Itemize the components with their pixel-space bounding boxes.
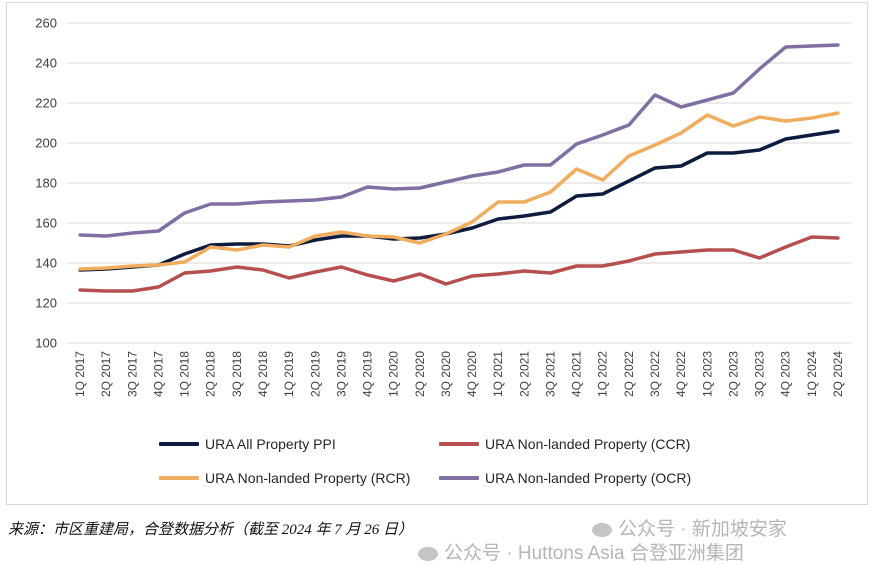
series-line-0 bbox=[78, 129, 840, 272]
x-tick-label: 3Q 2017 bbox=[125, 351, 139, 397]
x-tick-label: 4Q 2017 bbox=[151, 351, 165, 397]
x-tick-label: 1Q 2022 bbox=[596, 351, 610, 397]
series-line-2 bbox=[78, 111, 840, 271]
x-tick-label: 1Q 2018 bbox=[178, 351, 192, 397]
legend-label-all-ppi: URA All Property PPI bbox=[205, 436, 336, 452]
line-chart: 100 120 140 160 180 200 220 240 260 1Q 2017 2Q 201… bbox=[35, 16, 851, 397]
x-tick-label: 3Q 2022 bbox=[648, 351, 662, 397]
legend-item-ocr: URA Non-landed Property (OCR) bbox=[439, 470, 691, 486]
x-tick-label: 3Q 2018 bbox=[230, 351, 244, 397]
x-tick-label: 3Q 2019 bbox=[334, 351, 348, 397]
wechat-icon bbox=[418, 546, 438, 561]
x-tick-label: 4Q 2020 bbox=[465, 351, 479, 397]
legend-swatch-ccr bbox=[439, 442, 479, 446]
x-tick-label: 1Q 2021 bbox=[491, 351, 505, 397]
x-tick-label: 4Q 2023 bbox=[779, 351, 793, 397]
y-tick-label: 200 bbox=[35, 136, 57, 151]
x-tick-label: 2Q 2024 bbox=[831, 351, 845, 397]
legend-swatch-all-ppi bbox=[159, 442, 199, 446]
watermark-2: 公众号 · Huttons Asia 合登亚洲集团 bbox=[418, 538, 744, 565]
watermark-1-text: 公众号 · 新加坡安家 bbox=[618, 519, 787, 540]
legend-item-ccr: URA Non-landed Property (CCR) bbox=[439, 436, 690, 452]
series-line-1 bbox=[78, 235, 840, 293]
x-tick-label: 2Q 2022 bbox=[622, 351, 636, 397]
chart-frame: 100 120 140 160 180 200 220 240 260 1Q 2017 2Q 201… bbox=[6, 2, 868, 505]
x-tick-label: 2Q 2018 bbox=[204, 351, 218, 397]
x-tick-label: 1Q 2019 bbox=[282, 351, 296, 397]
legend-label-ccr: URA Non-landed Property (CCR) bbox=[485, 436, 691, 452]
legend-label-ocr: URA Non-landed Property (OCR) bbox=[485, 470, 692, 486]
legend-swatch-rcr bbox=[159, 476, 199, 480]
y-tick-label: 160 bbox=[35, 216, 57, 231]
x-tick-label: 4Q 2019 bbox=[361, 351, 375, 397]
x-tick-label: 4Q 2022 bbox=[674, 351, 688, 397]
x-tick-label: 3Q 2020 bbox=[439, 351, 453, 397]
watermark-1: 公众号 · 新加坡安家 bbox=[592, 514, 787, 541]
legend-item-rcr: URA Non-landed Property (RCR) bbox=[159, 470, 410, 486]
watermark-2-text: 公众号 · Huttons Asia 合登亚洲集团 bbox=[444, 543, 744, 564]
legend-swatch-ocr bbox=[439, 476, 479, 480]
x-tick-label: 2Q 2021 bbox=[517, 351, 531, 397]
x-tick-label: 1Q 2020 bbox=[387, 351, 401, 397]
x-tick-label: 2Q 2020 bbox=[413, 351, 427, 397]
legend-item-all-ppi: URA All Property PPI bbox=[159, 436, 336, 452]
series-line-3 bbox=[78, 43, 840, 238]
source-note: 来源：市区重建局，合登数据分析（截至 2024 年 7 月 26 日） bbox=[8, 522, 414, 538]
wechat-icon bbox=[592, 522, 612, 537]
x-tick-label: 1Q 2017 bbox=[73, 351, 87, 397]
legend-label-rcr: URA Non-landed Property (RCR) bbox=[205, 470, 411, 486]
y-tick-label: 240 bbox=[35, 56, 57, 71]
x-tick-label: 4Q 2021 bbox=[570, 351, 584, 397]
x-tick-label: 4Q 2018 bbox=[256, 351, 270, 397]
y-tick-label: 140 bbox=[35, 256, 57, 271]
x-tick-label: 1Q 2023 bbox=[700, 351, 714, 397]
y-tick-label: 120 bbox=[35, 296, 57, 311]
x-tick-label: 2Q 2023 bbox=[726, 351, 740, 397]
y-tick-label: 260 bbox=[35, 16, 57, 31]
x-tick-label: 1Q 2024 bbox=[805, 351, 819, 397]
y-tick-label: 180 bbox=[35, 176, 57, 191]
x-tick-label: 2Q 2019 bbox=[308, 351, 322, 397]
y-tick-label: 220 bbox=[35, 96, 57, 111]
x-tick-label: 3Q 2021 bbox=[543, 351, 557, 397]
x-tick-label: 2Q 2017 bbox=[99, 351, 113, 397]
x-tick-label: 3Q 2023 bbox=[753, 351, 767, 397]
y-tick-label: 100 bbox=[35, 336, 57, 351]
